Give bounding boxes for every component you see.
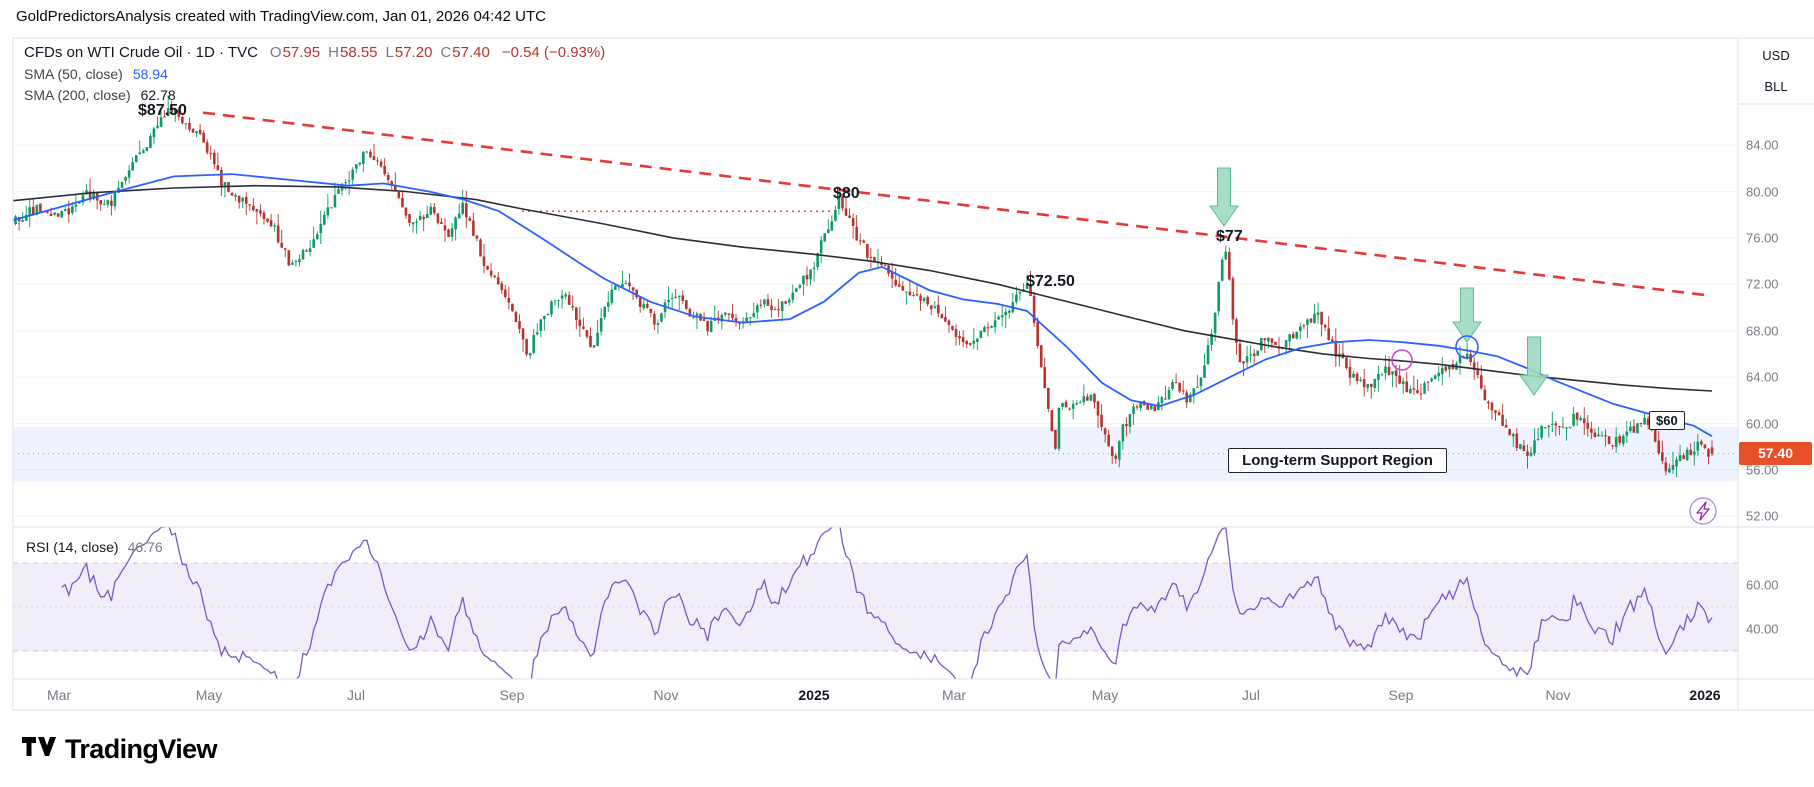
- sma200-value: 62.78: [140, 87, 176, 103]
- low-label: L: [385, 44, 394, 61]
- annotation-price-87-50: $87.50: [138, 102, 187, 119]
- rsi-label: RSI (14, close): [26, 539, 119, 555]
- price-tick-label: 56.00: [1746, 462, 1779, 478]
- time-axis-label: May: [1091, 687, 1119, 703]
- low-value: 57.20: [394, 44, 433, 61]
- price-tick-label: 64.00: [1746, 369, 1779, 385]
- time-axis-label: Sep: [1388, 687, 1414, 703]
- support-region-label: Long-term Support Region: [1228, 448, 1447, 473]
- time-axis-label: Nov: [653, 687, 679, 703]
- price-tick-label: 84.00: [1746, 137, 1779, 153]
- attribution-text: GoldPredictorsAnalysis created with Trad…: [16, 8, 546, 25]
- price-scale-unit[interactable]: BLL: [1764, 79, 1788, 94]
- annotation-60-box: $60: [1649, 411, 1685, 430]
- circle-annotation: [1391, 349, 1413, 371]
- circle-annotation: [1455, 335, 1479, 359]
- high-label: H: [328, 44, 339, 61]
- sma50-legend[interactable]: SMA (50, close) 58.94: [24, 66, 605, 82]
- close-value: 57.40: [452, 44, 490, 61]
- candlestick-series: [13, 95, 1714, 478]
- time-axis-label: Jul: [347, 687, 365, 703]
- time-axis-label: Nov: [1545, 687, 1571, 703]
- time-axis-label: Jul: [1242, 687, 1260, 703]
- down-arrow-annotation: [1209, 167, 1239, 227]
- price-scale-currency[interactable]: USD: [1762, 48, 1790, 63]
- sma50-value: 58.94: [132, 66, 168, 82]
- symbol-row[interactable]: CFDs on WTI Crude Oil · 1D · TVC O57.95 …: [24, 44, 605, 61]
- change-value: −0.54 (−0.93%): [501, 44, 606, 61]
- tradingview-logo-icon: [22, 736, 56, 756]
- down-arrow-annotation: [1452, 287, 1482, 343]
- rsi-tick-label: 60.00: [1746, 577, 1779, 593]
- sma50-line: [13, 173, 1713, 438]
- close-label: C: [440, 44, 452, 61]
- annotation-price-77: $77: [1216, 228, 1243, 245]
- last-price-badge: 57.40: [1739, 442, 1812, 465]
- price-tick-label: 80.00: [1746, 184, 1779, 199]
- rsi-value: 46.76: [127, 539, 163, 555]
- price-tick-label: 60.00: [1746, 416, 1779, 431]
- rsi-band: [13, 563, 1738, 651]
- annotation-price-72-50: $72.50: [1026, 273, 1075, 290]
- time-scale[interactable]: [13, 680, 1738, 710]
- rsi-tick-label: 40.00: [1746, 621, 1779, 637]
- price-tick-label: 76.00: [1746, 230, 1779, 246]
- down-arrow-annotation: [1519, 336, 1549, 396]
- sma50-label: SMA (50, close): [24, 66, 123, 82]
- gridlines: [13, 144, 1738, 517]
- time-axis-label: 2025: [798, 687, 830, 703]
- rsi-legend[interactable]: RSI (14, close) 46.76: [26, 539, 163, 555]
- downtrend-line: [202, 111, 1713, 298]
- main-legend: CFDs on WTI Crude Oil · 1D · TVC O57.95 …: [24, 44, 605, 103]
- tradingview-logo[interactable]: TradingView: [22, 734, 218, 765]
- support-band: [13, 426, 1738, 482]
- time-axis-label: Sep: [499, 687, 525, 703]
- rsi-line: [61, 527, 1713, 679]
- tradingview-logo-text: TradingView: [65, 734, 218, 764]
- annotation-price-80: $80: [833, 185, 860, 202]
- price-tick-label: 52.00: [1746, 508, 1779, 524]
- sma200-legend[interactable]: SMA (200, close) 62.78: [24, 87, 605, 103]
- time-axis-label: Mar: [46, 687, 72, 703]
- price-tick-label: 72.00: [1746, 276, 1779, 292]
- time-axis-label: May: [195, 687, 223, 703]
- quick-trade-button[interactable]: [1689, 497, 1717, 525]
- sma200-line: [13, 184, 1713, 392]
- time-axis-label: 2026: [1689, 687, 1721, 703]
- lightning-icon: [1696, 501, 1710, 521]
- symbol-title[interactable]: CFDs on WTI Crude Oil · 1D · TVC: [24, 44, 258, 61]
- open-value: 57.95: [282, 44, 321, 61]
- high-value: 58.55: [339, 44, 378, 61]
- time-axis-label: Mar: [941, 687, 967, 703]
- price-tick-label: 68.00: [1746, 323, 1779, 339]
- open-label: O: [269, 44, 282, 61]
- sma200-label: SMA (200, close): [24, 87, 131, 103]
